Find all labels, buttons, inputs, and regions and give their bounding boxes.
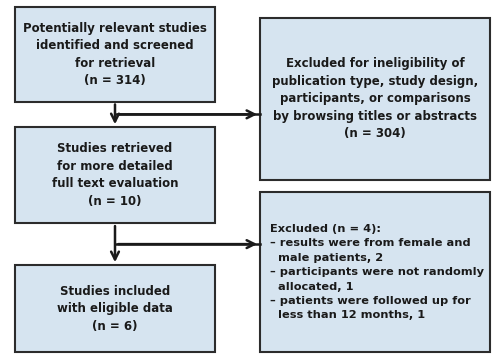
Text: Studies included
with eligible data
(n = 6): Studies included with eligible data (n =… bbox=[57, 285, 173, 333]
FancyBboxPatch shape bbox=[15, 265, 215, 352]
Text: Studies retrieved
for more detailed
full text evaluation
(n = 10): Studies retrieved for more detailed full… bbox=[52, 142, 178, 208]
Text: Excluded (n = 4):
– results were from female and
  male patients, 2
– participan: Excluded (n = 4): – results were from fe… bbox=[270, 224, 484, 321]
FancyBboxPatch shape bbox=[15, 7, 215, 102]
FancyBboxPatch shape bbox=[260, 192, 490, 352]
Text: Excluded for ineligibility of
publication type, study design,
participants, or c: Excluded for ineligibility of publicatio… bbox=[272, 57, 478, 140]
FancyBboxPatch shape bbox=[15, 127, 215, 223]
Text: Potentially relevant studies
identified and screened
for retrieval
(n = 314): Potentially relevant studies identified … bbox=[23, 22, 207, 87]
FancyBboxPatch shape bbox=[260, 18, 490, 180]
